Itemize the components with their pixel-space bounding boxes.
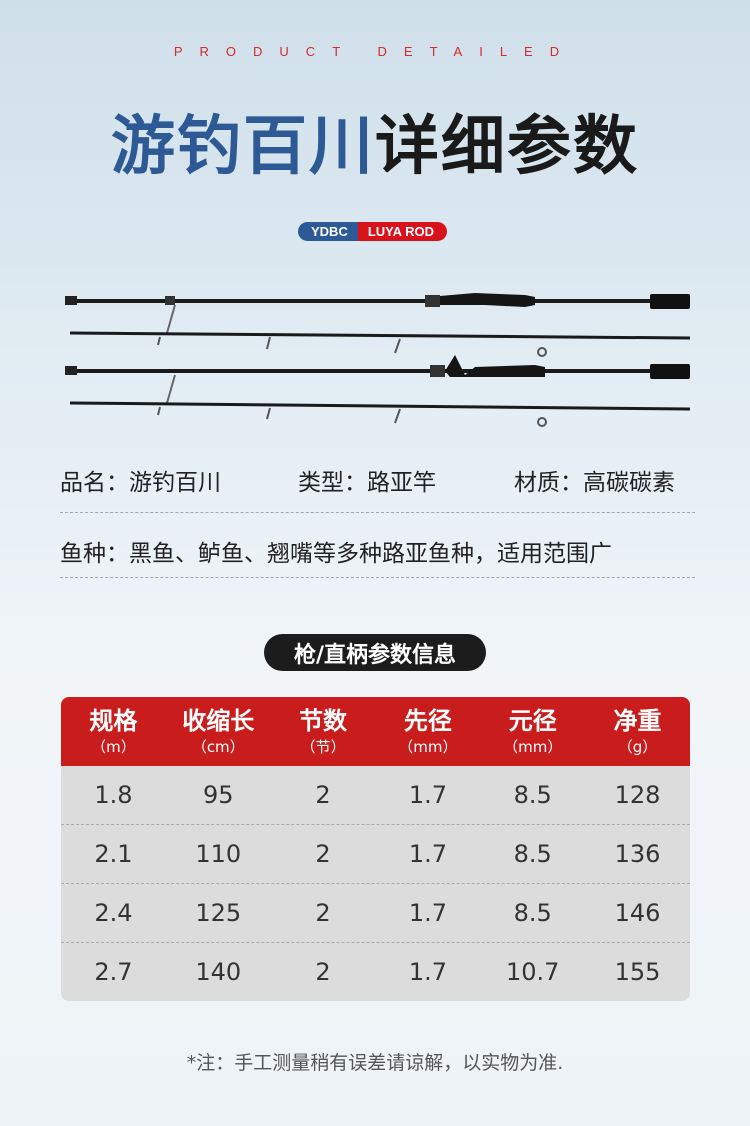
info-material: 材质：高碳碳素 — [514, 470, 675, 496]
header-tip-diameter: 先径 （mm） — [398, 706, 458, 756]
table-row: 2.1 110 2 1.7 8.5 136 — [61, 824, 690, 883]
table-cell: 2 — [315, 781, 331, 809]
casting-rod-tip — [69, 401, 691, 427]
table-cell: 1.7 — [408, 781, 447, 809]
table-cell: 2.4 — [94, 899, 133, 927]
section-title: 枪/直柄参数信息 — [264, 634, 486, 671]
info-type: 类型：路亚竿 — [298, 470, 436, 496]
info-fish: 鱼种：黑鱼、鲈鱼、翘嘴等多种路亚鱼种，适用范围广 — [60, 541, 612, 567]
table-cell: 136 — [614, 840, 661, 868]
header-spec: 规格 （m） — [89, 706, 138, 756]
table-cell: 128 — [614, 781, 661, 809]
table-cell: 1.8 — [94, 781, 133, 809]
title-suffix: 详细参数 — [375, 110, 639, 184]
header-weight: 净重 （g） — [613, 706, 662, 756]
spinning-rod-tip — [69, 331, 691, 357]
table-cell: 1.7 — [408, 958, 447, 986]
spinning-rod-butt — [65, 293, 690, 334]
table-header: 规格 （m） 收缩长 （cm） 节数 （节） 先径 （mm） 元径 （mm） 净重 （g） — [61, 697, 690, 766]
table-cell: 146 — [614, 899, 661, 927]
badge-brand: YDBC — [298, 222, 358, 241]
divider — [60, 577, 695, 578]
table-cell: 110 — [195, 840, 242, 868]
footnote: *注：手工测量稍有误差请谅解，以实物为准. — [186, 1052, 564, 1074]
table-cell: 2 — [315, 840, 331, 868]
table-cell: 125 — [195, 899, 242, 927]
table-cell: 8.5 — [513, 840, 552, 868]
table-cell: 2.7 — [94, 958, 133, 986]
page-title: 游钓百川详细参数 — [0, 95, 750, 187]
table-cell: 2 — [315, 958, 331, 986]
table-cell: 155 — [614, 958, 661, 986]
table-cell: 8.5 — [513, 899, 552, 927]
table-cell: 2 — [315, 899, 331, 927]
table-cell: 8.5 — [513, 781, 552, 809]
table-cell: 1.7 — [408, 840, 447, 868]
header-sections: 节数 （节） — [299, 706, 348, 756]
header-butt-diameter: 元径 （mm） — [503, 706, 563, 756]
badge-product: LUYA ROD — [357, 222, 448, 241]
rod-product-image — [65, 293, 691, 427]
table-cell: 1.7 — [408, 899, 447, 927]
spec-table: 规格 （m） 收缩长 （cm） 节数 （节） 先径 （mm） 元径 （mm） 净重 （g） … — [61, 697, 690, 1001]
table-cell: 10.7 — [506, 958, 560, 986]
brand-badge: YDBC LUYA ROD — [298, 222, 448, 241]
table-row: 1.8 95 2 1.7 8.5 128 — [61, 766, 690, 824]
title-brand: 游钓百川 — [111, 110, 375, 184]
divider — [60, 512, 695, 513]
table-body: 1.8 95 2 1.7 8.5 128 2.1 110 2 1.7 8.5 136 2.4 125 2 1.… — [61, 766, 690, 1001]
product-detailed-subtitle: PRODUCT DETAILED — [173, 44, 577, 59]
table-cell: 2.1 — [94, 840, 133, 868]
table-cell: 140 — [195, 958, 242, 986]
info-name: 品名：游钓百川 — [60, 470, 221, 496]
table-cell: 95 — [202, 781, 234, 809]
casting-rod-butt — [65, 355, 690, 404]
table-row: 2.4 125 2 1.7 8.5 146 — [61, 883, 690, 942]
table-row: 2.7 140 2 1.7 10.7 155 — [61, 942, 690, 1001]
header-closed-length: 收缩长 （cm） — [182, 706, 255, 756]
